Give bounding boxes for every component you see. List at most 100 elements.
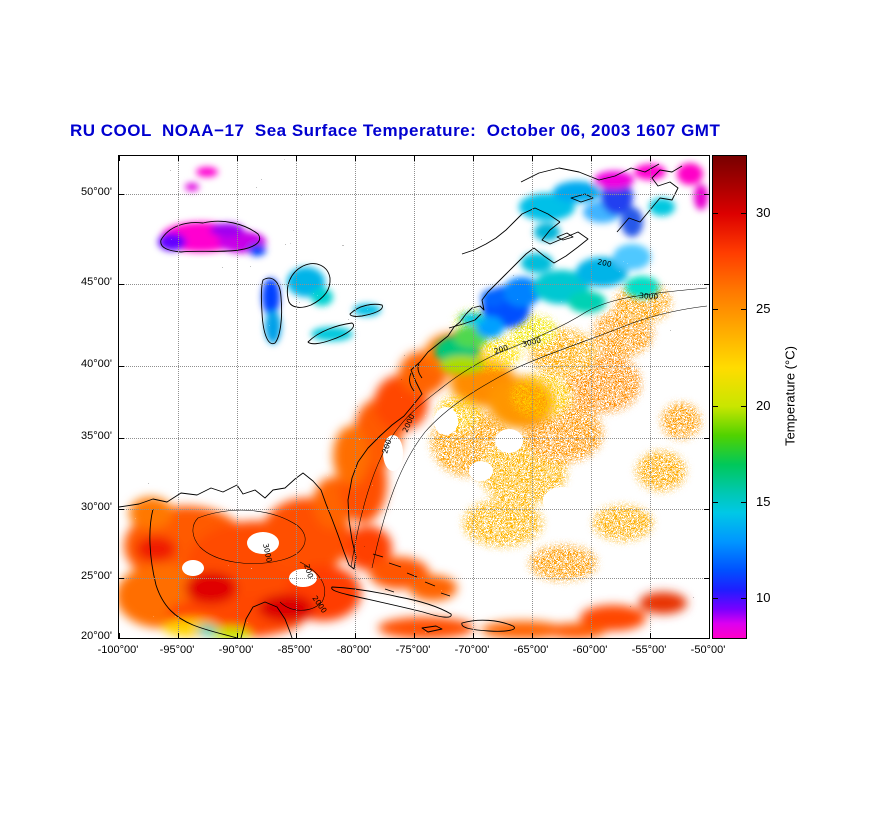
gridline-vertical [414, 156, 415, 638]
x-tick-label: -75°00' [395, 644, 431, 656]
colorbar-tick-label: 15 [756, 494, 771, 510]
x-tick-mark [709, 156, 710, 161]
x-tick-label: -65°00' [513, 644, 549, 656]
x-tick-mark [237, 156, 238, 161]
y-tick-mark [119, 194, 124, 196]
colorbar-tick-mark [741, 502, 746, 504]
y-tick-label: 35°00' [81, 429, 112, 442]
y-tick-label: 50°00' [81, 186, 112, 199]
gridline-vertical [237, 156, 238, 638]
x-tick-mark [591, 156, 592, 161]
y-tick-mark [704, 508, 709, 510]
warm-water-field [119, 333, 687, 638]
x-tick-mark [473, 156, 474, 161]
gridline-vertical [355, 156, 356, 638]
x-tick-mark [650, 156, 651, 161]
colorbar-tick-mark [713, 598, 718, 600]
colorbar-tick-label: 20 [756, 397, 771, 413]
y-tick-mark [119, 284, 124, 286]
x-tick-label: -90°00' [218, 644, 254, 656]
contour-label: 200 [302, 563, 315, 580]
x-tick-mark [473, 633, 474, 638]
bathymetry-contours [192, 287, 708, 611]
colorbar-tick-mark [741, 598, 746, 600]
y-tick-label: 20°00' [81, 630, 112, 642]
colorbar-tick-mark [741, 309, 746, 311]
gridline-horizontal [119, 194, 709, 196]
x-tick-label: -55°00' [631, 644, 667, 656]
gridline-horizontal [119, 578, 709, 580]
x-tick-mark [296, 633, 297, 638]
colorbar-tick-mark [713, 212, 718, 214]
colorbar-tick-mark [713, 309, 718, 311]
x-tick-mark [119, 156, 120, 161]
gridline-vertical [650, 156, 651, 638]
x-tick-label: -95°00' [159, 644, 195, 656]
sst-map-art: 200 2000 200 3000 200 3000 3000 200 2000 [119, 156, 708, 638]
y-tick-label: 40°00' [81, 358, 112, 371]
x-tick-label: -70°00' [454, 644, 490, 656]
page-title: RU COOL NOAA−17 Sea Surface Temperature:… [70, 121, 721, 140]
x-tick-label: -100°00' [97, 644, 139, 656]
gridline-vertical [591, 156, 592, 638]
y-tick-mark [704, 194, 709, 196]
y-tick-mark [704, 437, 709, 439]
colorbar-gradient [712, 155, 747, 639]
x-tick-mark [355, 156, 356, 161]
colorbar-tick-label: 25 [756, 301, 771, 317]
coastlines [119, 163, 683, 638]
x-tick-mark [355, 633, 356, 638]
contour-label: 3000 [261, 543, 274, 564]
y-tick-mark [119, 638, 124, 639]
x-tick-mark [414, 156, 415, 161]
land-speckles [119, 156, 701, 628]
gridline-vertical [532, 156, 533, 638]
colorbar-tick-mark [741, 212, 746, 214]
x-tick-label: -60°00' [572, 644, 608, 656]
map-plot: 200 2000 200 3000 200 3000 3000 200 2000 [118, 155, 710, 639]
gridline-vertical [178, 156, 179, 638]
y-tick-mark [704, 578, 709, 580]
y-tick-label: 45°00' [81, 276, 112, 289]
x-tick-mark [709, 633, 710, 638]
contour-label: 200 [380, 438, 393, 455]
y-tick-mark [119, 578, 124, 580]
y-tick-mark [119, 366, 124, 368]
x-tick-mark [532, 633, 533, 638]
colorbar: Temperature (°C) 30 25 20 15 10 [712, 155, 882, 639]
gridline-horizontal [119, 366, 709, 368]
gridline-horizontal [119, 508, 709, 510]
colorbar-tick-mark [741, 405, 746, 407]
colorbar-tick-mark [713, 502, 718, 504]
gridline-horizontal [119, 284, 709, 286]
x-tick-mark [414, 633, 415, 638]
y-tick-mark [704, 366, 709, 368]
y-tick-mark [704, 284, 709, 286]
colorbar-axis-label: Temperature (°C) [782, 346, 798, 446]
contour-label: 3000 [639, 291, 659, 301]
x-tick-label: -50°00' [690, 644, 726, 656]
contour-label: 200 [597, 257, 613, 269]
y-tick-label: 30°00' [81, 500, 112, 513]
x-tick-mark [237, 633, 238, 638]
x-tick-label: -85°00' [277, 644, 313, 656]
x-tick-mark [178, 156, 179, 161]
x-tick-label: -80°00' [336, 644, 372, 656]
x-tick-mark [650, 633, 651, 638]
y-tick-mark [704, 638, 709, 639]
gridline-vertical [296, 156, 297, 638]
gridline-vertical [473, 156, 474, 638]
y-tick-mark [119, 437, 124, 439]
x-tick-mark [178, 633, 179, 638]
y-tick-label: 25°00' [81, 570, 112, 583]
x-tick-mark [591, 633, 592, 638]
colorbar-tick-mark [713, 405, 718, 407]
y-tick-mark [119, 508, 124, 510]
gridline-horizontal [119, 437, 709, 439]
colorbar-tick-label: 30 [756, 204, 771, 220]
x-tick-mark [119, 633, 120, 638]
colorbar-tick-label: 10 [756, 590, 771, 606]
x-tick-mark [296, 156, 297, 161]
x-tick-mark [532, 156, 533, 161]
